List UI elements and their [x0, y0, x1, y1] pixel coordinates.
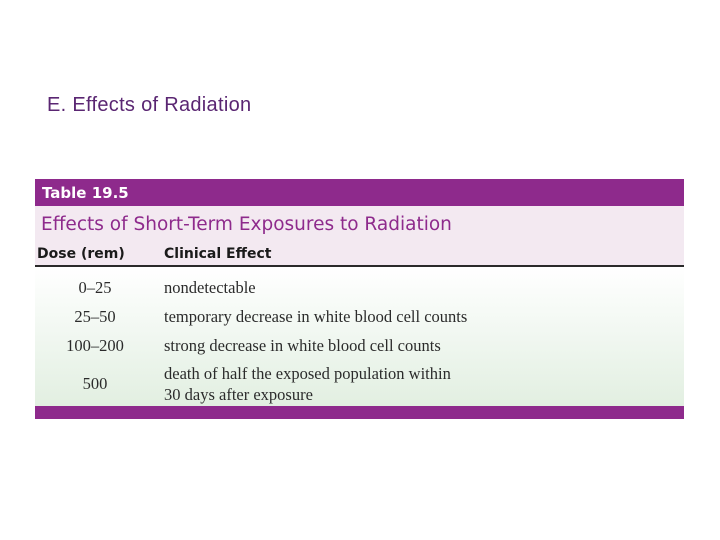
effect-cell: temporary decrease in white blood cell c… [164, 306, 468, 326]
table-row: 500 death of half the exposed population… [35, 360, 684, 408]
table-label-bar: Table 19.5 [35, 179, 684, 206]
effect-line-1: death of half the exposed population wit… [164, 364, 451, 383]
slide-title: E. Effects of Radiation [47, 94, 252, 116]
effect-line-2: 30 days after exposure [164, 385, 313, 404]
table-body: 0–25 nondetectable 25–50 temporary decre… [35, 267, 684, 406]
dose-cell: 500 [82, 374, 108, 393]
header-dose: Dose (rem) [37, 246, 125, 262]
table-caption: Effects of Short-Term Exposures to Radia… [41, 214, 452, 235]
dose-cell: 100–200 [66, 335, 124, 355]
effect-cell: nondetectable [164, 277, 256, 297]
header-clinical-effect: Clinical Effect [164, 246, 272, 262]
table-row: 25–50 temporary decrease in white blood … [35, 302, 684, 331]
dose-cell: 0–25 [78, 277, 112, 297]
effect-cell: strong decrease in white blood cell coun… [164, 335, 441, 355]
table-header-row: Dose (rem) Clinical Effect [35, 243, 684, 267]
table-caption-area: Effects of Short-Term Exposures to Radia… [35, 206, 684, 243]
dose-cell: 25–50 [74, 306, 116, 326]
effect-cell: death of half the exposed population wit… [155, 363, 451, 405]
radiation-effects-table: Table 19.5 Effects of Short-Term Exposur… [35, 179, 684, 419]
table-number-label: Table 19.5 [42, 183, 129, 202]
table-bottom-bar [35, 406, 684, 419]
table-row: 0–25 nondetectable [35, 273, 684, 302]
table-row: 100–200 strong decrease in white blood c… [35, 331, 684, 360]
